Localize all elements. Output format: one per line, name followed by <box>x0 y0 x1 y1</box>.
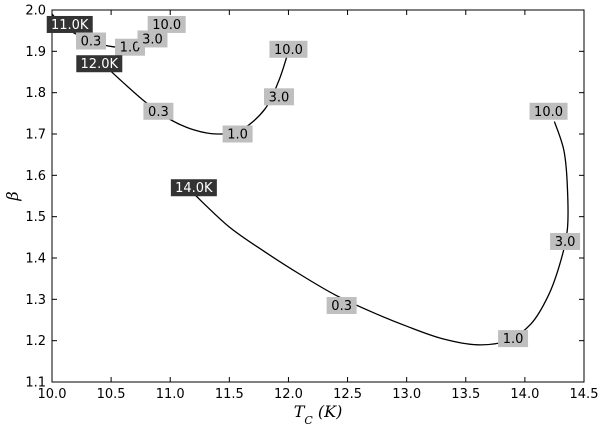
x-tick-label: 14.5 <box>570 387 599 402</box>
value-label: 1.0 <box>503 332 524 347</box>
value-label-box <box>498 330 529 348</box>
temperature-label-box <box>170 179 217 197</box>
x-tick-label: 13.0 <box>392 387 421 402</box>
value-label: 3.0 <box>142 32 163 47</box>
y-tick-label: 2.0 <box>25 4 46 19</box>
y-tick-label: 1.5 <box>25 210 46 225</box>
value-label-box <box>137 30 168 48</box>
value-label-box <box>326 297 357 315</box>
y-tick-label: 1.2 <box>25 334 46 349</box>
temperature-label: 14.0K <box>175 181 213 196</box>
x-tick-label: 11.5 <box>215 387 244 402</box>
x-tick-label: 11.0 <box>156 387 185 402</box>
value-label: 1.0 <box>227 128 248 143</box>
value-label-box <box>147 15 186 33</box>
value-label: 3.0 <box>555 235 576 250</box>
plot-area <box>51 9 585 383</box>
x-tick-label: 12.5 <box>333 387 362 402</box>
x-tick-label: 14.0 <box>510 387 539 402</box>
x-tick-label: 12.0 <box>274 387 303 402</box>
value-label-box <box>550 232 581 250</box>
value-label-box <box>269 40 308 58</box>
value-label-box <box>76 32 107 50</box>
x-axis-ticks: 10.0 10.5 11.0 11.5 12.0 12.5 13.0 13.5 14.0 14.5 <box>38 10 599 402</box>
y-tick-label: 1.6 <box>25 169 46 184</box>
value-label: 10.0 <box>152 18 181 33</box>
series-labels: 11.0K0.3 1.03.010.012.0K0.31.03.010.014.0… <box>46 15 581 348</box>
y-tick-label: 1.3 <box>25 293 46 308</box>
y-axis-ticks: 1.1 1.2 1.3 1.4 1.5 1.6 1.7 1.8 1.9 2.0 <box>25 4 584 391</box>
temperature-label: 11.0K <box>51 18 89 33</box>
value-label: 10.0 <box>274 43 303 58</box>
value-label: 1.0 <box>120 41 141 56</box>
value-label-box <box>143 102 174 120</box>
value-label-box <box>529 102 568 120</box>
value-label: 0.3 <box>148 105 169 120</box>
x-axis-label: TC (K) <box>294 402 343 424</box>
x-tick-label: 13.5 <box>451 387 480 402</box>
x-tick-label: 10.5 <box>97 387 126 402</box>
value-label: 3.0 <box>269 90 290 105</box>
y-tick-label: 1.7 <box>25 128 46 143</box>
y-tick-label: 1.4 <box>25 252 46 267</box>
y-tick-label: 1.8 <box>25 86 46 101</box>
temperature-label-box <box>46 15 93 33</box>
y-axis-label: β <box>3 191 22 201</box>
value-label: 0.3 <box>81 35 102 50</box>
value-label: 10.0 <box>534 105 563 120</box>
y-tick-label: 1.9 <box>25 45 46 60</box>
temperature-label-box <box>76 55 123 73</box>
temperature-label: 12.0K <box>81 57 119 72</box>
value-label-box <box>222 125 253 143</box>
value-label: 0.3 <box>331 299 352 314</box>
y-tick-label: 1.1 <box>25 376 46 391</box>
value-label-box <box>263 88 294 106</box>
x-tick-label: 10.0 <box>38 387 67 402</box>
series-line <box>193 121 569 346</box>
